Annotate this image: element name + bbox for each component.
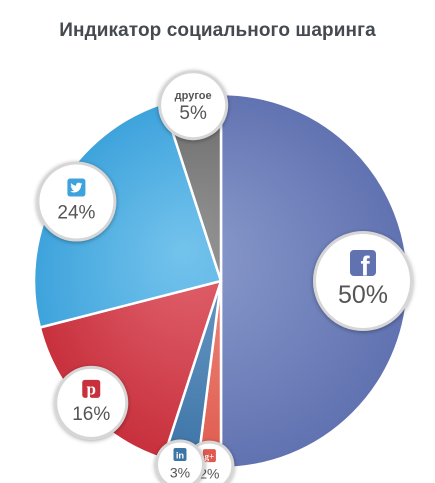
pinterest-icon: p xyxy=(82,380,101,399)
twitter-icon xyxy=(67,178,86,197)
svg-text:p: p xyxy=(86,380,96,399)
slice-label-facebook: f50% xyxy=(313,231,413,331)
slice-value-label: 24% xyxy=(57,203,95,224)
chart-title: Индикатор социального шаринга xyxy=(59,20,376,41)
label-bubble-inner xyxy=(316,234,410,328)
slice-label-twitter: 24% xyxy=(36,161,117,242)
svg-text:g+: g+ xyxy=(205,452,215,462)
linkedin-icon: in xyxy=(173,447,187,461)
google-plus-icon: g+ xyxy=(202,449,216,463)
slice-value-label: 3% xyxy=(170,464,190,480)
slice-label-pinterest: p 16% xyxy=(54,365,129,440)
label-bubble-inner xyxy=(161,73,226,138)
svg-text:in: in xyxy=(176,450,185,460)
slice-caption: другое xyxy=(175,90,212,102)
slice-value-label: 50% xyxy=(338,281,388,309)
svg-text:f: f xyxy=(361,250,371,281)
label-bubble-inner xyxy=(57,368,126,437)
facebook-icon: f xyxy=(350,250,376,281)
slice-label-linkedin: in 3% xyxy=(154,439,205,483)
label-bubble-inner xyxy=(157,442,202,483)
slice-value-label: 16% xyxy=(72,404,110,425)
slice-value-label: 5% xyxy=(179,103,207,124)
label-bubble-inner xyxy=(39,164,114,239)
